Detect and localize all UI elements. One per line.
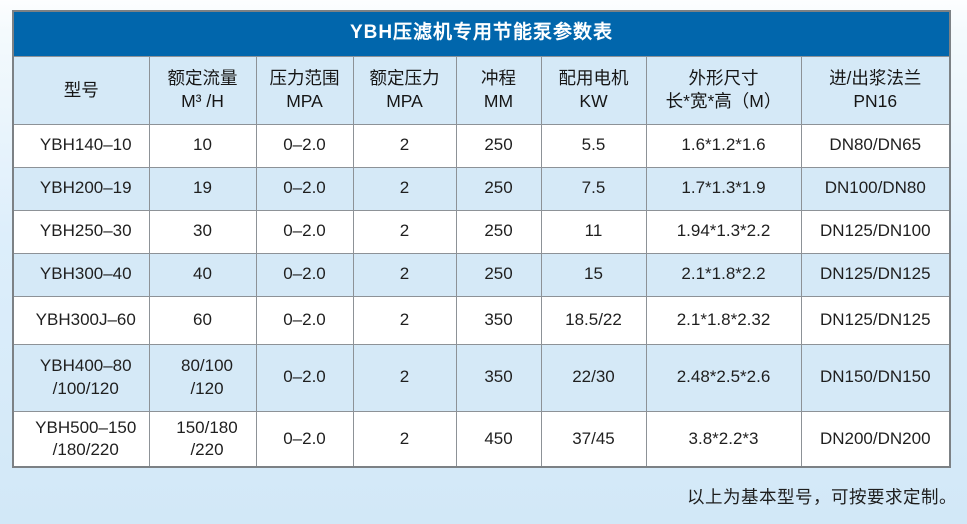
cell-dimensions: 2.48*2.5*2.6 [645, 343, 802, 412]
cell-stroke: 350 [455, 295, 542, 345]
cell-pressure-range: 0–2.0 [255, 123, 354, 168]
table-row: YBH500–150 /180/220 150/180 /220 0–2.0 2… [12, 410, 951, 468]
cell-dimensions: 1.6*1.2*1.6 [645, 123, 802, 168]
cell-model: YBH250–30 [12, 209, 150, 254]
table-row: YBH250–30 30 0–2.0 2 250 11 1.94*1.3*2.2… [12, 209, 951, 254]
table-title: YBH压滤机专用节能泵参数表 [12, 10, 951, 57]
cell-flange: DN125/DN100 [800, 209, 951, 254]
cell-stroke: 250 [455, 166, 542, 211]
cell-model: YBH400–80 /100/120 [12, 343, 150, 412]
cell-rated-pressure: 2 [352, 209, 457, 254]
cell-flange: DN125/DN125 [800, 295, 951, 345]
cell-rated-pressure: 2 [352, 295, 457, 345]
cell-rated-pressure: 2 [352, 343, 457, 412]
cell-motor: 22/30 [540, 343, 647, 412]
cell-rated-flow: 30 [148, 209, 257, 254]
cell-flange: DN125/DN125 [800, 252, 951, 297]
cell-dimensions: 3.8*2.2*3 [645, 410, 802, 468]
cell-dimensions: 1.7*1.3*1.9 [645, 166, 802, 211]
cell-pressure-range: 0–2.0 [255, 166, 354, 211]
cell-motor: 15 [540, 252, 647, 297]
cell-flange: DN100/DN80 [800, 166, 951, 211]
cell-motor: 7.5 [540, 166, 647, 211]
column-header-stroke: 冲程 MM [455, 55, 542, 125]
table-row: YBH400–80 /100/120 80/100 /120 0–2.0 2 3… [12, 343, 951, 412]
cell-model: YBH500–150 /180/220 [12, 410, 150, 468]
cell-motor: 37/45 [540, 410, 647, 468]
cell-stroke: 250 [455, 123, 542, 168]
cell-pressure-range: 0–2.0 [255, 252, 354, 297]
pump-spec-table: YBH压滤机专用节能泵参数表 型号 额定流量 M³ /H 压力范围 MPA 额定… [12, 10, 951, 468]
table-row: YBH300–40 40 0–2.0 2 250 15 2.1*1.8*2.2 … [12, 252, 951, 297]
table-header-row: 型号 额定流量 M³ /H 压力范围 MPA 额定压力 MPA 冲程 MM 配用… [12, 55, 951, 125]
cell-pressure-range: 0–2.0 [255, 410, 354, 468]
footer-note: 以上为基本型号，可按要求定制。 [687, 487, 957, 507]
cell-motor: 5.5 [540, 123, 647, 168]
column-header-model: 型号 [12, 55, 150, 125]
cell-motor: 18.5/22 [540, 295, 647, 345]
cell-flange: DN150/DN150 [800, 343, 951, 412]
cell-rated-pressure: 2 [352, 410, 457, 468]
cell-rated-pressure: 2 [352, 252, 457, 297]
table-row: YBH300J–60 60 0–2.0 2 350 18.5/22 2.1*1.… [12, 295, 951, 345]
column-header-rated-flow: 额定流量 M³ /H [148, 55, 257, 125]
cell-model: YBH140–10 [12, 123, 150, 168]
cell-model: YBH300–40 [12, 252, 150, 297]
table-row: YBH140–10 10 0–2.0 2 250 5.5 1.6*1.2*1.6… [12, 123, 951, 168]
cell-rated-flow: 60 [148, 295, 257, 345]
cell-pressure-range: 0–2.0 [255, 343, 354, 412]
cell-dimensions: 1.94*1.3*2.2 [645, 209, 802, 254]
cell-pressure-range: 0–2.0 [255, 209, 354, 254]
cell-rated-flow: 150/180 /220 [148, 410, 257, 468]
cell-rated-pressure: 2 [352, 123, 457, 168]
cell-model: YBH200–19 [12, 166, 150, 211]
column-header-dimensions: 外形尺寸 长*宽*高（M） [645, 55, 802, 125]
table-title-row: YBH压滤机专用节能泵参数表 [12, 10, 951, 57]
cell-rated-flow: 19 [148, 166, 257, 211]
cell-model: YBH300J–60 [12, 295, 150, 345]
cell-dimensions: 2.1*1.8*2.2 [645, 252, 802, 297]
cell-dimensions: 2.1*1.8*2.32 [645, 295, 802, 345]
cell-stroke: 350 [455, 343, 542, 412]
cell-pressure-range: 0–2.0 [255, 295, 354, 345]
table-row: YBH200–19 19 0–2.0 2 250 7.5 1.7*1.3*1.9… [12, 166, 951, 211]
cell-rated-flow: 80/100 /120 [148, 343, 257, 412]
cell-stroke: 250 [455, 209, 542, 254]
cell-stroke: 450 [455, 410, 542, 468]
cell-rated-flow: 10 [148, 123, 257, 168]
cell-motor: 11 [540, 209, 647, 254]
cell-flange: DN80/DN65 [800, 123, 951, 168]
column-header-flange: 进/出浆法兰 PN16 [800, 55, 951, 125]
cell-rated-pressure: 2 [352, 166, 457, 211]
cell-rated-flow: 40 [148, 252, 257, 297]
column-header-rated-pressure: 额定压力 MPA [352, 55, 457, 125]
column-header-motor: 配用电机 KW [540, 55, 647, 125]
cell-stroke: 250 [455, 252, 542, 297]
cell-flange: DN200/DN200 [800, 410, 951, 468]
column-header-pressure-range: 压力范围 MPA [255, 55, 354, 125]
